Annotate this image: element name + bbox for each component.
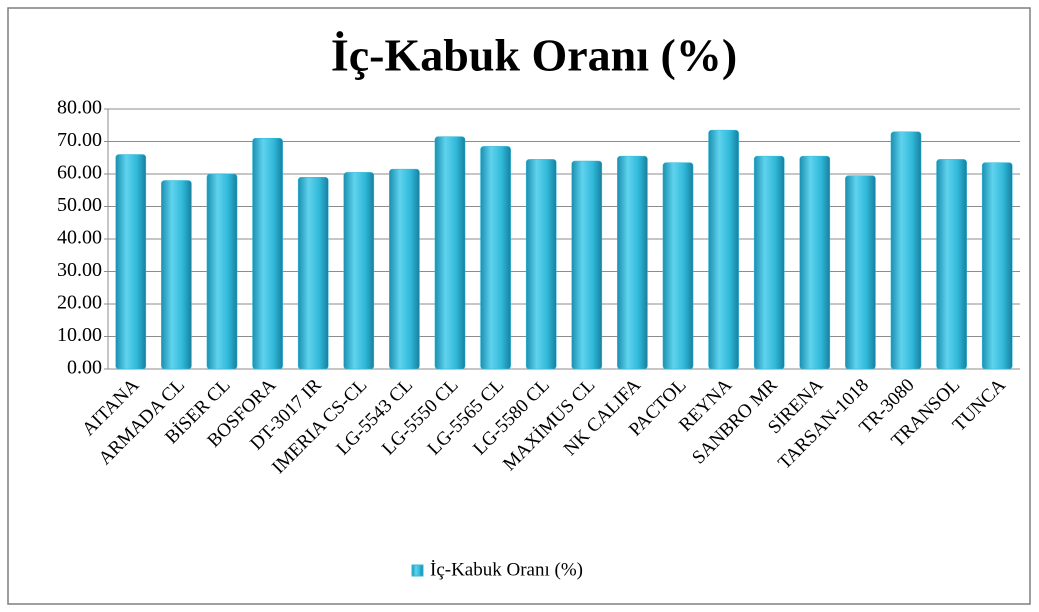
bar — [753, 155, 785, 370]
bar — [662, 162, 694, 370]
legend-label: İç-Kabuk Oranı (%) — [430, 559, 583, 580]
legend-swatch — [411, 564, 424, 577]
y-tick-label: 70.00 — [57, 129, 102, 151]
y-tick-label: 30.00 — [57, 259, 102, 281]
bar — [799, 155, 831, 370]
bar — [480, 146, 511, 370]
bar — [617, 155, 648, 370]
y-tick-label: 20.00 — [57, 292, 102, 314]
bar — [389, 168, 420, 370]
bar — [161, 180, 192, 370]
bar — [708, 129, 739, 370]
bar — [297, 177, 329, 370]
bar — [434, 136, 466, 370]
y-tick-label: 50.00 — [57, 194, 102, 216]
bar — [206, 173, 238, 370]
bar — [890, 131, 922, 370]
bar — [525, 159, 557, 370]
chart-title: İç-Kabuk Oranı (%) — [331, 30, 737, 81]
bar — [936, 159, 967, 370]
bar — [981, 162, 1013, 370]
y-tick-label: 0.00 — [67, 357, 102, 379]
bar — [343, 172, 375, 370]
y-tick-label: 80.00 — [57, 97, 102, 119]
bar — [252, 138, 283, 370]
y-tick-label: 40.00 — [57, 227, 102, 249]
y-tick-label: 10.00 — [57, 324, 102, 346]
bar — [115, 154, 147, 370]
bar — [571, 160, 603, 370]
y-tick-label: 60.00 — [57, 162, 102, 184]
bar — [845, 175, 876, 370]
